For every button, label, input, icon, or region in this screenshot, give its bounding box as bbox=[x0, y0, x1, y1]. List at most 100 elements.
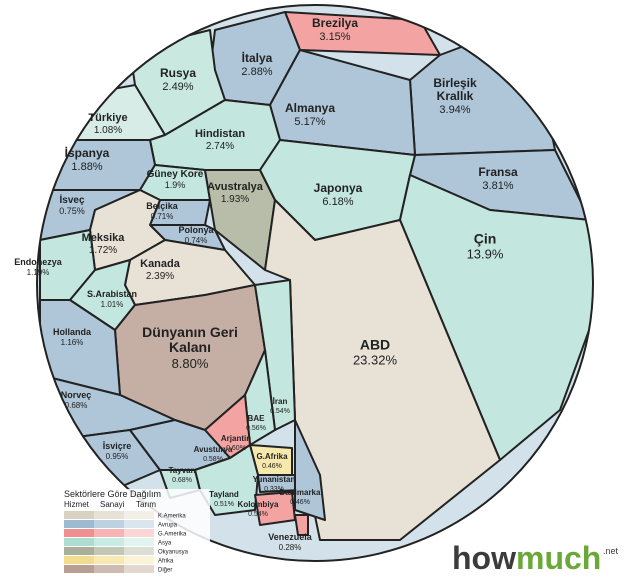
legend-title: Sektörlere Göre Dağılım bbox=[64, 489, 161, 499]
value-label: 0.54% bbox=[248, 511, 268, 518]
legend-swatch bbox=[124, 547, 154, 555]
legend-swatch bbox=[64, 520, 94, 528]
cell-label: Güney Kore 1.9% bbox=[147, 169, 204, 191]
cell-label: BAE 0.56% bbox=[246, 414, 266, 433]
country-name: İran bbox=[272, 397, 288, 407]
logo-part: much bbox=[516, 540, 601, 576]
value-label: 6.18% bbox=[322, 196, 354, 208]
legend-swatch bbox=[64, 556, 94, 564]
cell-label: Yunanistan 0.33% bbox=[252, 475, 296, 494]
cell-label: Hindistan 2.74% bbox=[195, 128, 245, 152]
value-label: 1.72% bbox=[88, 245, 118, 256]
value-label: 1.9% bbox=[164, 180, 186, 190]
cell-label: S.Arabistan 1.01% bbox=[86, 289, 138, 310]
cell-label: Endonezya 1.19% bbox=[14, 257, 62, 278]
legend-swatch bbox=[64, 529, 94, 537]
value-label: 23.32% bbox=[352, 353, 398, 368]
value-label: 1.93% bbox=[220, 194, 250, 205]
logo: howmuch bbox=[452, 540, 601, 576]
value-label: 0.51% bbox=[214, 501, 234, 508]
country-name: Arjantin bbox=[220, 434, 252, 444]
legend-swatch bbox=[64, 511, 94, 519]
legend-swatch bbox=[64, 538, 94, 546]
legend-swatch bbox=[124, 556, 154, 564]
country-name: İspanya bbox=[64, 145, 110, 160]
country-name: Birleşik Krallık bbox=[433, 76, 477, 104]
cell-label: G.Afrika 0.46% bbox=[256, 452, 288, 471]
country-name: Japonya bbox=[313, 180, 363, 195]
legend-swatch bbox=[124, 529, 154, 537]
legend-label: Asya bbox=[158, 541, 172, 547]
country-name: S.Arabistan bbox=[86, 289, 138, 300]
legend-swatch bbox=[124, 520, 154, 528]
legend-swatch bbox=[64, 565, 94, 573]
legend-swatch bbox=[94, 529, 124, 537]
legend-label: Okyanusya bbox=[158, 550, 189, 556]
cell-label: Almanya 5.17% bbox=[285, 101, 335, 128]
legend-swatch bbox=[94, 547, 124, 555]
legend-swatch bbox=[94, 538, 124, 546]
country-name: G.Afrika bbox=[256, 452, 288, 462]
cell-label: Avustralya 1.93% bbox=[207, 181, 263, 205]
value-label: 2.39% bbox=[145, 271, 175, 282]
country-name: Çin bbox=[473, 230, 497, 247]
country-cell bbox=[294, 419, 326, 521]
cell-label: Türkiye 1.08% bbox=[88, 112, 127, 136]
country-name: Rusya bbox=[159, 65, 197, 80]
country-name: Endonezya bbox=[14, 257, 62, 268]
country-name: Avusturya bbox=[193, 445, 233, 455]
country-name: Yunanistan bbox=[252, 475, 296, 485]
legend-swatch bbox=[124, 538, 154, 546]
cell-label: Venezuela 0.28% bbox=[268, 532, 312, 553]
value-label: 1.16% bbox=[60, 338, 84, 347]
value-label: 0.74% bbox=[184, 236, 208, 245]
value-label: 0.33% bbox=[264, 486, 284, 493]
value-label: 0.46% bbox=[290, 499, 310, 506]
circle-border bbox=[36, 4, 594, 562]
cell-label: Kanada 2.39% bbox=[140, 258, 180, 282]
cell-label: Meksika 1.72% bbox=[82, 232, 125, 256]
value-label: 13.9% bbox=[466, 247, 504, 262]
country-cell bbox=[294, 514, 309, 536]
country-name: Meksika bbox=[81, 231, 125, 244]
cell-label: Dünyanın Geri Kalanı 8.80% bbox=[135, 323, 245, 371]
value-label: 0.68% bbox=[64, 401, 88, 410]
legend-label: Afrika bbox=[158, 559, 174, 565]
cell-label: İsviçre 0.95% bbox=[102, 441, 132, 462]
legend-column: Sanayi bbox=[100, 500, 125, 509]
country-name: Tayland bbox=[209, 490, 239, 500]
value-label: 0.54% bbox=[270, 408, 290, 415]
value-label: 2.88% bbox=[241, 66, 273, 78]
country-name: İsviçre bbox=[102, 441, 132, 452]
cell-label: İtalya 2.88% bbox=[241, 51, 273, 78]
country-name: Türkiye bbox=[88, 111, 128, 124]
cell-label: Birleşik Krallık 3.94% bbox=[415, 77, 495, 117]
cell-label: Belçika 0.71% bbox=[146, 201, 178, 222]
value-label: 0.68% bbox=[172, 477, 192, 484]
cell-label: Arjantin 0.60% bbox=[220, 434, 252, 453]
legend-label: Avrupa bbox=[158, 523, 178, 529]
cell-label: Norveç 0.68% bbox=[60, 390, 92, 411]
country-name: Dünyanın Geri Kalanı bbox=[142, 323, 238, 356]
country-name: Hindistan bbox=[194, 127, 246, 140]
legend-swatch bbox=[64, 547, 94, 555]
cell-label: Hollanda 1.16% bbox=[53, 327, 91, 348]
country-name: Kanada bbox=[140, 257, 180, 270]
country-name: ABD bbox=[359, 336, 391, 353]
value-label: 3.81% bbox=[482, 180, 514, 192]
logo-suffix: .net bbox=[603, 546, 619, 556]
value-label: 0.95% bbox=[105, 452, 129, 461]
value-label: 3.15% bbox=[319, 31, 351, 43]
cell-label: İspanya 1.88% bbox=[64, 145, 110, 173]
cell-label: Brezilya 3.15% bbox=[312, 16, 358, 43]
country-cell bbox=[254, 279, 296, 431]
country-name: Tayvan bbox=[168, 466, 196, 476]
value-label: 0.60% bbox=[226, 445, 246, 452]
legend-swatch bbox=[124, 565, 154, 573]
country-name: Danimarka bbox=[279, 488, 321, 498]
country-name: Norveç bbox=[60, 390, 92, 401]
cell-label: Kolombiya 0.54% bbox=[238, 500, 279, 519]
country-name: Fransa bbox=[478, 164, 518, 179]
